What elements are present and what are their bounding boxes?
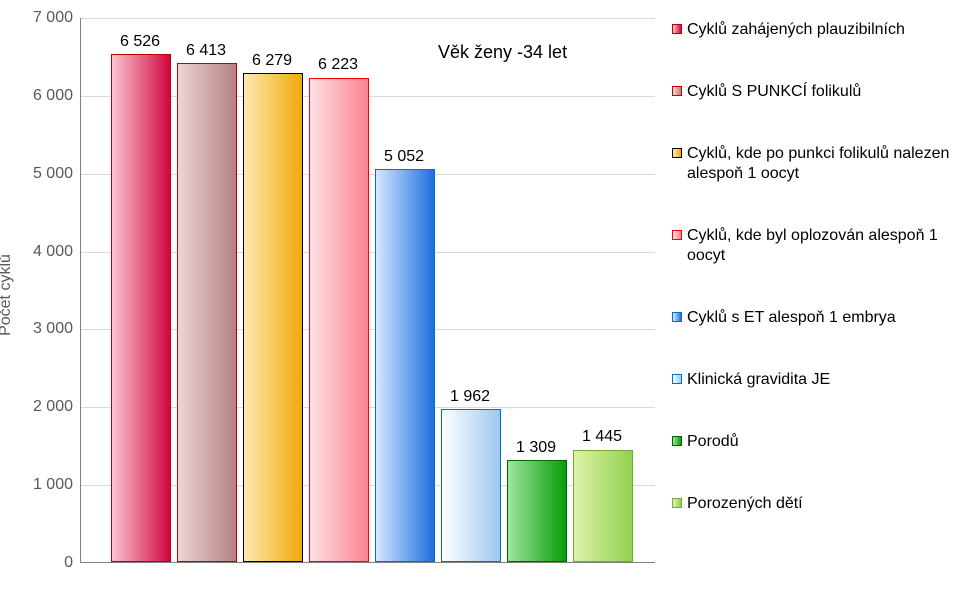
legend-label: Porozených dětí xyxy=(687,494,803,514)
bar-series-7 xyxy=(573,450,633,563)
legend-swatch xyxy=(672,498,682,508)
legend-label: Cyklů, kde byl oplozován alespoň 1 oocyt xyxy=(687,226,967,266)
legend-label: Cyklů, kde po punkci folikulů nalezen al… xyxy=(687,144,967,184)
gridline xyxy=(81,18,655,19)
bar-series-2 xyxy=(243,73,303,562)
legend-swatch xyxy=(672,148,682,158)
bar-value-label: 6 223 xyxy=(318,56,358,74)
legend-swatch xyxy=(672,436,682,446)
chart-title-overlay: Věk ženy -34 let xyxy=(438,42,567,63)
legend-label: Cyklů zahájených plauzibilních xyxy=(687,20,905,40)
y-tick-label: 6 000 xyxy=(33,87,73,105)
legend-swatch xyxy=(672,86,682,96)
legend-item: Cyklů s ET alespoň 1 embrya xyxy=(672,308,967,328)
legend-swatch xyxy=(672,374,682,384)
y-tick-label: 2 000 xyxy=(33,398,73,416)
legend-item: Cyklů, kde byl oplozován alespoň 1 oocyt xyxy=(672,226,967,266)
bar-value-label: 1 962 xyxy=(450,388,490,406)
legend-label: Klinická gravidita JE xyxy=(687,370,830,390)
y-tick-label: 5 000 xyxy=(33,165,73,183)
bar-series-4 xyxy=(375,169,435,562)
legend-label: Cyklů S PUNKCÍ folikulů xyxy=(687,82,861,102)
bar-value-label: 5 052 xyxy=(384,148,424,166)
legend-item: Klinická gravidita JE xyxy=(672,370,967,390)
bar-value-label: 6 413 xyxy=(186,42,226,60)
legend-item: Cyklů, kde po punkci folikulů nalezen al… xyxy=(672,144,967,184)
legend-label: Cyklů s ET alespoň 1 embrya xyxy=(687,308,896,328)
y-tick-label: 3 000 xyxy=(33,320,73,338)
chart-container: Počet cyklů Věk ženy -34 let Cyklů zaháj… xyxy=(0,0,975,590)
bar-series-0 xyxy=(111,54,171,562)
bar-series-3 xyxy=(309,78,369,563)
y-axis-title: Počet cyklů xyxy=(0,254,15,336)
y-tick-label: 1 000 xyxy=(33,476,73,494)
plot-area xyxy=(80,18,655,563)
bar-value-label: 6 279 xyxy=(252,52,292,70)
bar-series-6 xyxy=(507,460,567,562)
legend-swatch xyxy=(672,24,682,34)
y-tick-label: 0 xyxy=(64,554,73,572)
bar-series-1 xyxy=(177,63,237,562)
y-tick-label: 4 000 xyxy=(33,243,73,261)
legend-label: Porodů xyxy=(687,432,739,452)
legend-item: Porozených dětí xyxy=(672,494,967,514)
legend-swatch xyxy=(672,312,682,322)
bar-series-5 xyxy=(441,409,501,562)
bar-value-label: 1 309 xyxy=(516,439,556,457)
y-tick-label: 7 000 xyxy=(33,9,73,27)
legend-item: Cyklů S PUNKCÍ folikulů xyxy=(672,82,967,102)
legend-item: Porodů xyxy=(672,432,967,452)
legend-swatch xyxy=(672,230,682,240)
legend-item: Cyklů zahájených plauzibilních xyxy=(672,20,967,40)
bar-value-label: 6 526 xyxy=(120,33,160,51)
bar-value-label: 1 445 xyxy=(582,428,622,446)
legend: Cyklů zahájených plauzibilních Cyklů S PU… xyxy=(672,20,967,556)
